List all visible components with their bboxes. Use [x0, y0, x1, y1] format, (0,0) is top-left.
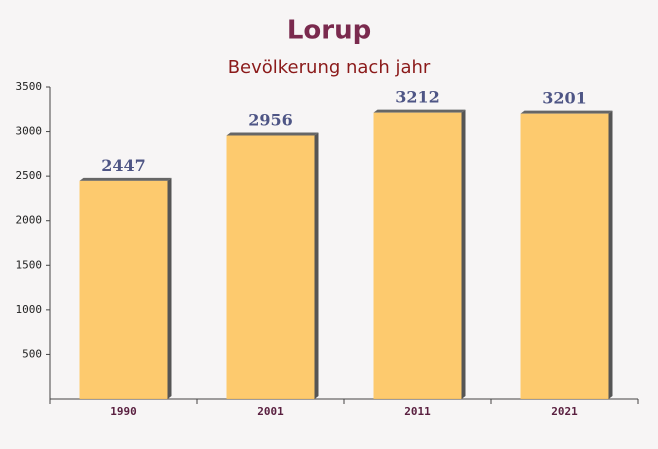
y-tick-label: 2500	[16, 169, 43, 182]
x-tick-label: 2021	[551, 405, 578, 418]
value-label: 2447	[101, 156, 146, 175]
x-tick-label: 2001	[257, 405, 284, 418]
bar	[79, 180, 168, 399]
bar	[520, 113, 609, 399]
y-tick-label: 3500	[16, 80, 43, 93]
chart-subtitle: Bevölkerung nach jahr	[228, 57, 431, 78]
bar-shadow-top	[79, 177, 172, 181]
bar-shadow-top	[226, 132, 319, 136]
value-label: 3201	[542, 89, 587, 108]
bar-shadow	[608, 110, 613, 399]
chart-title: Lorup	[287, 16, 371, 46]
value-label: 2956	[248, 110, 293, 129]
bar-shadow-top	[520, 110, 613, 114]
y-tick-label: 3000	[16, 125, 43, 138]
bar-shadow-top	[373, 109, 466, 113]
y-tick-label: 500	[22, 347, 42, 360]
bar	[373, 112, 462, 399]
y-tick-label: 2000	[16, 214, 43, 227]
y-tick-label: 1000	[16, 303, 43, 316]
bar-shadow	[461, 109, 466, 399]
x-tick-label: 1990	[110, 405, 137, 418]
y-tick-label: 1500	[16, 258, 43, 271]
bar	[226, 135, 315, 399]
bar-shadow	[167, 177, 172, 399]
value-label: 3212	[395, 88, 440, 107]
x-tick-label: 2011	[404, 405, 431, 418]
bar-shadow	[314, 132, 319, 399]
